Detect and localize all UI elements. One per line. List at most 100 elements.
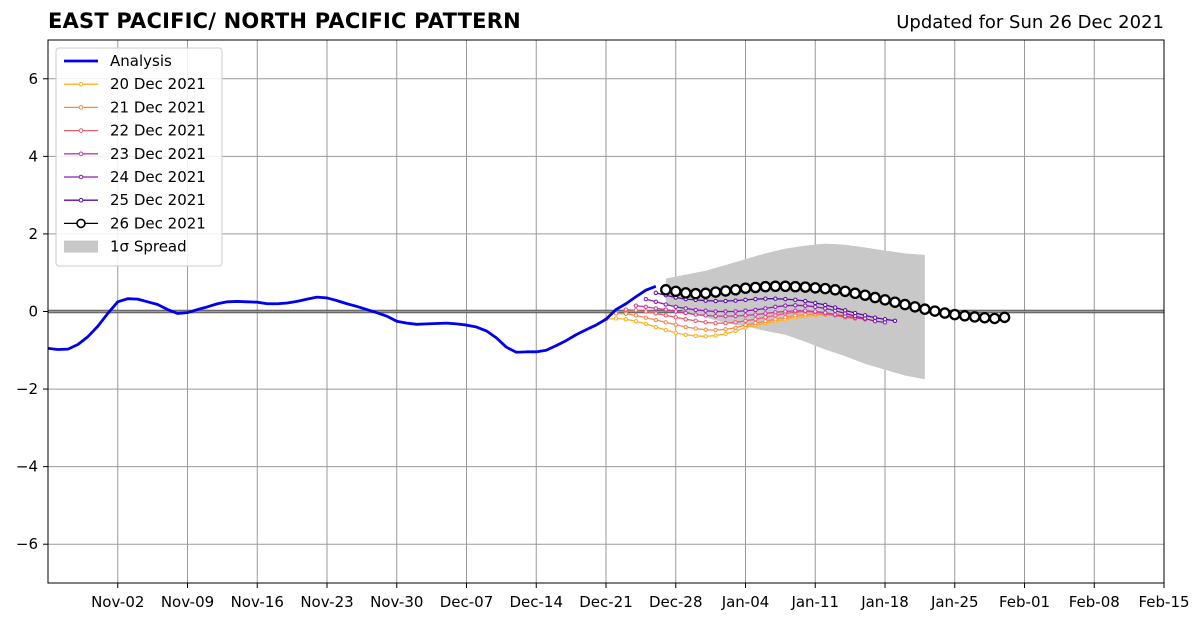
x-tick-label: Jan-25 — [930, 593, 979, 611]
forecast-point — [709, 286, 722, 298]
forecast-point — [683, 317, 688, 322]
x-tick-label: Jan-04 — [721, 593, 770, 611]
forecast-point — [723, 331, 728, 337]
x-tick-label: Jan-11 — [790, 593, 839, 611]
forecast-point — [819, 282, 831, 295]
forecast-point — [613, 311, 619, 316]
series-layer — [47, 280, 1011, 354]
forecast-point — [703, 334, 708, 339]
forecast-point — [723, 298, 728, 304]
forecast-point — [753, 317, 758, 322]
forecast-point — [693, 312, 698, 317]
legend-label: 25 Dec 2021 — [110, 191, 206, 209]
forecast-point — [703, 313, 708, 318]
forecast-point — [653, 290, 659, 296]
forecast-point — [813, 300, 818, 306]
forecast-point — [703, 327, 708, 332]
forecast-point — [663, 320, 668, 325]
forecast-point — [759, 280, 772, 293]
forecast-point — [743, 313, 748, 318]
forecast-point — [673, 322, 678, 327]
forecast-point — [670, 285, 682, 298]
forecast-point — [968, 311, 981, 323]
forecast-point — [693, 307, 698, 313]
x-tick-label: Dec-28 — [649, 593, 703, 611]
x-tick-label: Dec-07 — [440, 593, 494, 611]
forecast-point — [753, 296, 758, 302]
y-tick-label: −2 — [16, 380, 38, 398]
forecast-point — [852, 310, 858, 316]
forecast-point — [842, 308, 848, 313]
forecast-point — [633, 303, 639, 308]
forecast-point — [643, 321, 649, 327]
legend-marker — [76, 218, 86, 229]
forecast-point — [779, 280, 792, 293]
forecast-point — [723, 327, 728, 332]
legend-marker — [78, 81, 84, 87]
legend-label: 21 Dec 2021 — [110, 98, 206, 116]
x-tick-label: Jan-18 — [860, 593, 909, 611]
legend-label: 22 Dec 2021 — [110, 122, 206, 140]
forecast-point — [832, 312, 838, 317]
forecast-point — [773, 296, 778, 301]
forecast-point — [823, 306, 828, 311]
forecast-point — [862, 313, 868, 318]
legend-marker — [78, 197, 84, 203]
forecast-point — [793, 297, 798, 303]
forecast-point — [823, 302, 828, 308]
forecast-point — [723, 313, 728, 319]
forecast-point — [803, 298, 808, 304]
forecast-point — [793, 303, 798, 308]
forecast-point — [713, 333, 718, 338]
forecast-point — [713, 298, 718, 304]
forecast-point — [683, 310, 688, 316]
forecast-point — [663, 327, 668, 333]
forecast-point — [872, 315, 878, 320]
forecast-point — [998, 311, 1011, 324]
forecast-point — [783, 303, 788, 308]
forecast-point — [743, 297, 748, 303]
forecast-point — [623, 307, 629, 312]
forecast-point — [693, 318, 698, 324]
forecast-point — [879, 294, 891, 306]
forecast-point — [832, 305, 838, 310]
forecast-point — [733, 325, 738, 330]
forecast-point — [949, 308, 961, 321]
legend-marker — [78, 128, 84, 133]
legend-label: 20 Dec 2021 — [110, 75, 206, 93]
forecast-point — [859, 289, 871, 301]
forecast-point — [679, 287, 692, 299]
forecast-point — [729, 284, 742, 296]
forecast-point — [673, 304, 678, 310]
forecast-point — [892, 318, 898, 324]
forecast-point — [743, 318, 748, 324]
legend-box — [55, 47, 223, 267]
forecast-point — [719, 285, 732, 297]
forecast-point — [689, 287, 702, 300]
forecast-point — [733, 309, 738, 314]
forecast-point — [733, 313, 738, 319]
forecast-point — [653, 311, 659, 316]
forecast-point — [683, 306, 688, 311]
x-tick-label: Nov-02 — [91, 593, 144, 611]
x-tick-label: Feb-15 — [1138, 593, 1189, 611]
forecast-point — [713, 313, 718, 319]
forecast-point — [703, 308, 708, 313]
y-tick-label: −6 — [16, 535, 38, 553]
forecast-point — [829, 284, 841, 296]
forecast-point — [693, 333, 698, 339]
forecast-point — [769, 280, 782, 293]
x-tick-label: Dec-14 — [509, 593, 563, 611]
forecast-point — [663, 307, 668, 312]
forecast-point — [763, 311, 768, 316]
forecast-point — [803, 303, 808, 308]
forecast-point — [699, 287, 712, 300]
forecast-point — [683, 332, 688, 337]
legend-layer: Analysis 20 Dec 2021 21 Dec 2021 22 Dec 202… — [55, 47, 223, 267]
forecast-point — [763, 318, 768, 324]
forecast-point — [799, 281, 812, 293]
forecast-point — [643, 309, 649, 314]
x-tick-label: Dec-21 — [579, 593, 633, 611]
chart-title: EAST PACIFIC/ NORTH PACIFIC PATTERN — [48, 9, 521, 33]
